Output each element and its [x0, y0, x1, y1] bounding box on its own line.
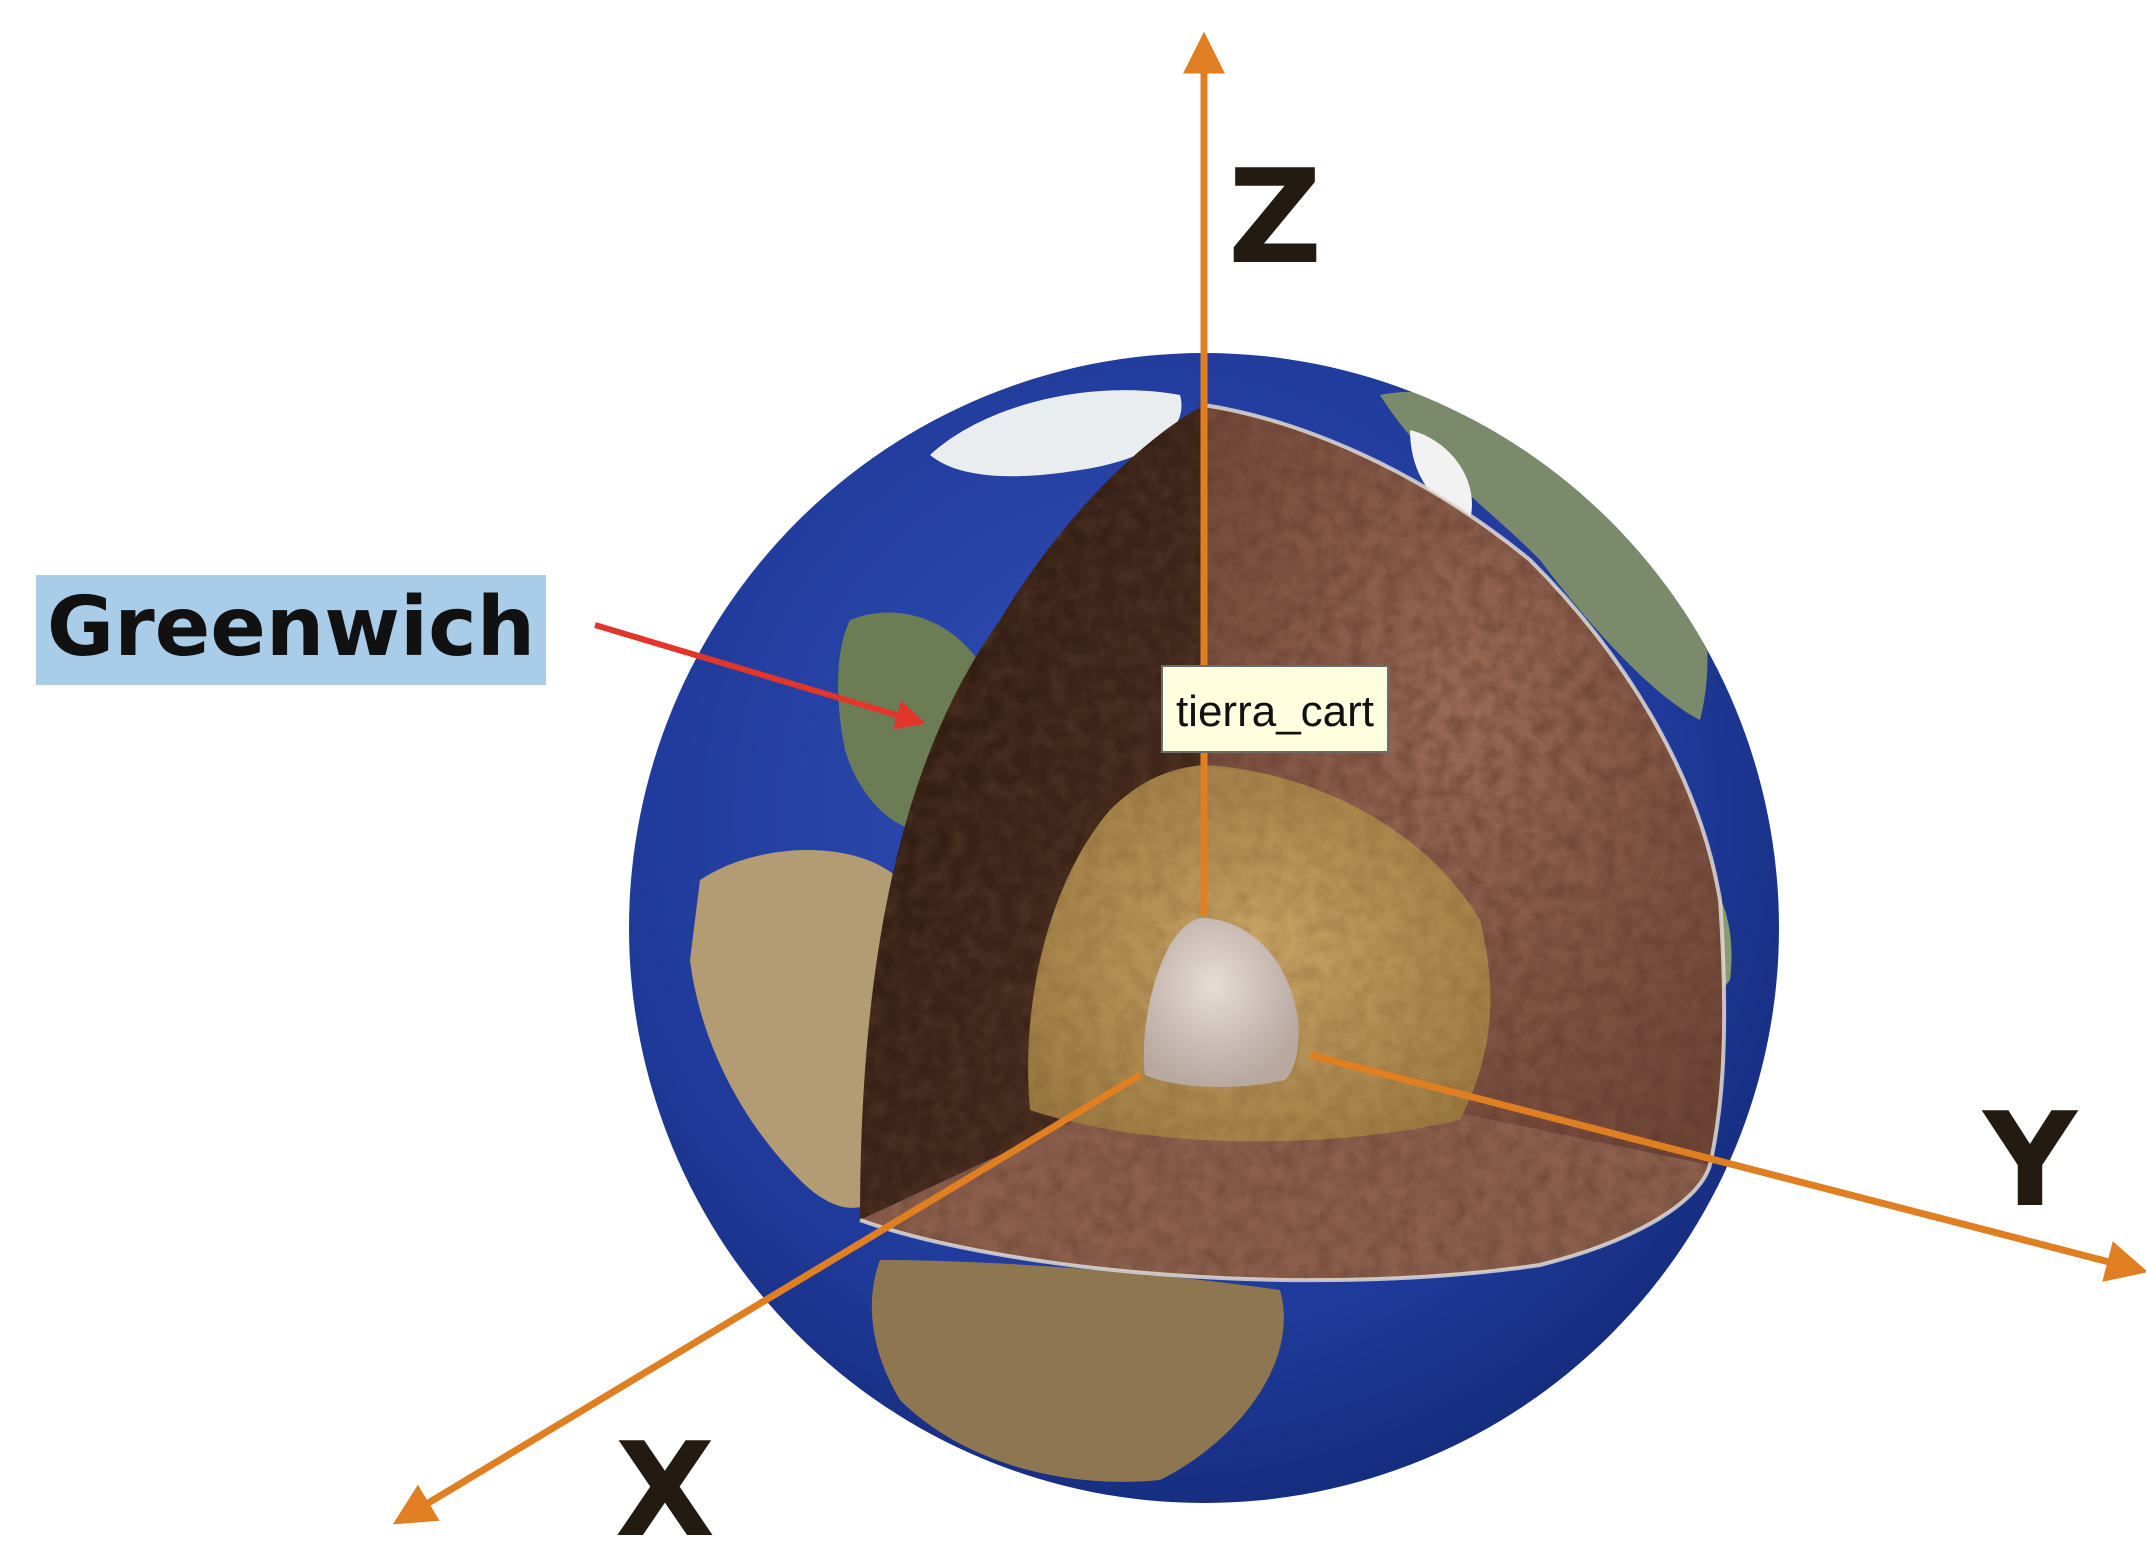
origin-label-box: tierra_cart — [1161, 665, 1389, 753]
africa-south — [871, 1260, 1284, 1482]
greenwich-highlight — [36, 575, 546, 685]
earth-globe — [629, 353, 1779, 1503]
greenland — [930, 390, 1182, 477]
coordinate-axes — [392, 31, 2146, 1525]
greenwich-pointer-arrow — [594, 622, 926, 730]
y-axis-line — [1309, 1051, 2146, 1282]
z-axis-label: Z — [1228, 141, 1322, 293]
y-axis-label: Y — [1981, 1084, 2079, 1236]
x-axis-line — [392, 1072, 1142, 1525]
greenwich-label: Greenwich — [47, 580, 535, 675]
arctic-ice — [1410, 430, 1472, 520]
greenwich-callout: Greenwich — [36, 575, 926, 730]
origin-label: tierra_cart — [1176, 687, 1374, 736]
x-axis-label: X — [615, 1414, 715, 1537]
inner-core — [1143, 918, 1299, 1087]
